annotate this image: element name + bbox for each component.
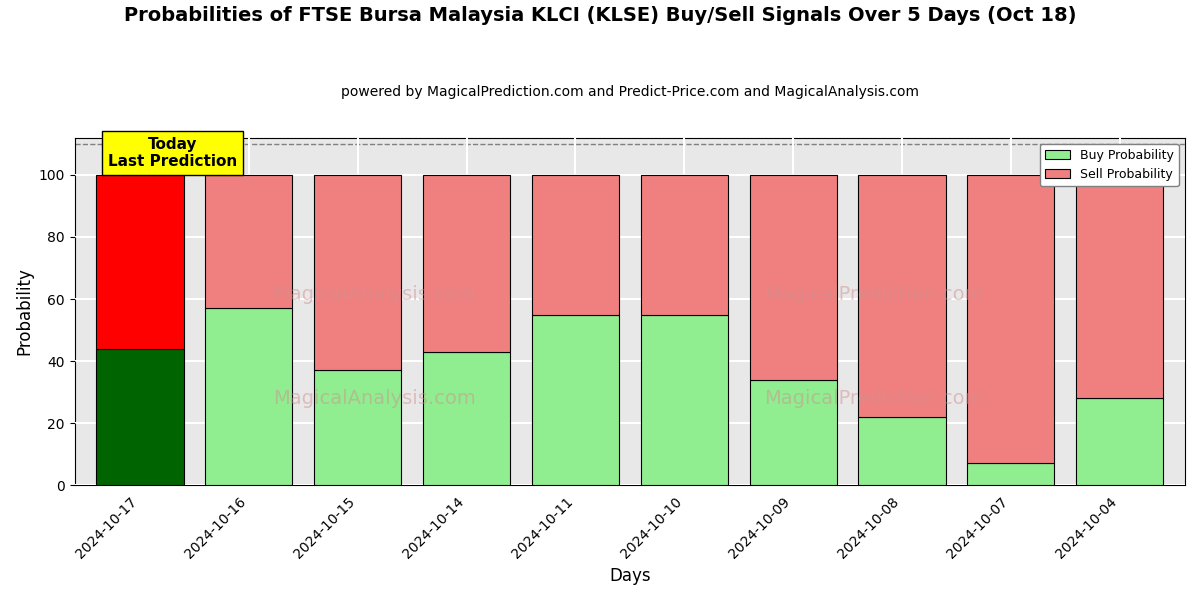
Bar [96,175,184,349]
Bar [750,175,836,380]
Bar [1076,398,1163,485]
Text: MagicalPrediction.com: MagicalPrediction.com [764,389,984,408]
Text: MagicalPrediction.com: MagicalPrediction.com [764,284,984,304]
Bar [858,417,946,485]
Bar [532,175,619,314]
Bar [422,352,510,485]
Bar [1076,175,1163,398]
Bar [532,314,619,485]
Bar [641,314,727,485]
Text: Probabilities of FTSE Bursa Malaysia KLCI (KLSE) Buy/Sell Signals Over 5 Days (O: Probabilities of FTSE Bursa Malaysia KLC… [124,6,1076,25]
Y-axis label: Probability: Probability [16,268,34,355]
Bar [967,463,1055,485]
Bar [314,175,401,370]
Text: Today
Last Prediction: Today Last Prediction [108,137,238,169]
Bar [858,175,946,417]
Bar [967,175,1055,463]
Bar [205,175,293,308]
X-axis label: Days: Days [610,567,650,585]
Bar [641,175,727,314]
Bar [422,175,510,352]
Bar [314,370,401,485]
Text: MagicalAnalysis.com: MagicalAnalysis.com [274,389,476,408]
Bar [96,349,184,485]
Bar [205,308,293,485]
Title: powered by MagicalPrediction.com and Predict-Price.com and MagicalAnalysis.com: powered by MagicalPrediction.com and Pre… [341,85,919,99]
Bar [750,380,836,485]
Legend: Buy Probability, Sell Probability: Buy Probability, Sell Probability [1040,144,1178,186]
Text: MagicalAnalysis.com: MagicalAnalysis.com [274,284,476,304]
